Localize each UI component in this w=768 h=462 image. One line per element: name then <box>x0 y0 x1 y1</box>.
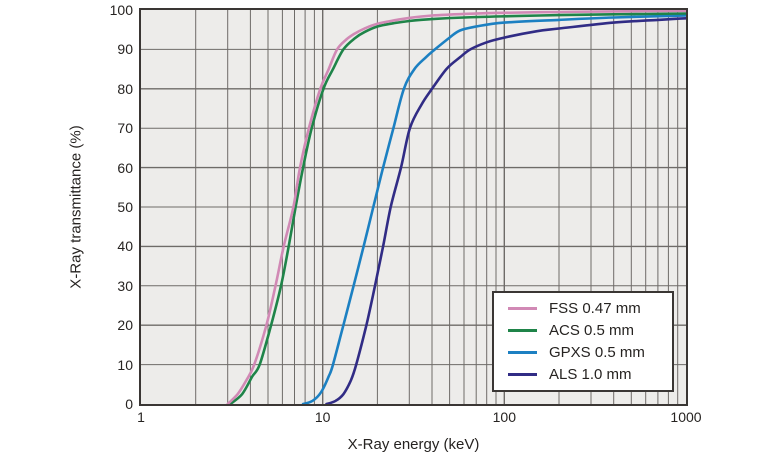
plot-area <box>139 8 688 406</box>
y-tick-label-100: 100 <box>109 2 133 18</box>
legend-item: FSS 0.47 mm <box>508 301 672 316</box>
series-line-fss <box>226 10 686 404</box>
legend-swatch <box>508 307 537 310</box>
legend-item: ALS 1.0 mm <box>508 367 672 382</box>
y-tick-label-20: 20 <box>117 317 133 334</box>
legend-label: FSS 0.47 mm <box>549 300 641 317</box>
x-tick-label-1000: 1000 <box>670 409 702 425</box>
y-tick-label-50: 50 <box>117 199 133 215</box>
legend-swatch <box>508 329 537 332</box>
series-line-gpxs <box>301 14 686 404</box>
y-tick-label-60: 60 <box>117 159 133 176</box>
x-tick-label-10: 10 <box>314 409 331 425</box>
series-line-als <box>325 17 686 404</box>
legend-label: ACS 0.5 mm <box>549 322 635 339</box>
y-tick-label-0: 0 <box>125 396 133 412</box>
legend-swatch <box>508 351 537 354</box>
legend: FSS 0.47 mm ACS 0.5 mm GPXS 0.5 mm ALS 1.0 … <box>492 291 674 392</box>
legend-item: GPXS 0.5 mm <box>508 345 672 360</box>
x-tick-label-1: 1 <box>137 409 145 425</box>
y-tick-label-70: 70 <box>117 120 133 137</box>
plot-canvas <box>141 10 686 404</box>
legend-label: ALS 1.0 mm <box>549 366 632 383</box>
y-axis-title: X-Ray transmittance (%) <box>67 125 85 289</box>
legend-swatch <box>508 373 537 376</box>
y-tick-label-40: 40 <box>117 238 133 255</box>
legend-item: ACS 0.5 mm <box>508 323 672 338</box>
y-tick-label-90: 90 <box>117 41 133 58</box>
x-axis-title: X-Ray energy (keV) <box>347 436 480 453</box>
y-tick-label-30: 30 <box>117 277 133 294</box>
x-tick-label-100: 100 <box>492 409 516 425</box>
series-line-acs <box>229 12 686 404</box>
legend-label: GPXS 0.5 mm <box>549 344 645 361</box>
y-tick-label-10: 10 <box>117 356 133 373</box>
y-tick-label-80: 80 <box>117 80 133 97</box>
